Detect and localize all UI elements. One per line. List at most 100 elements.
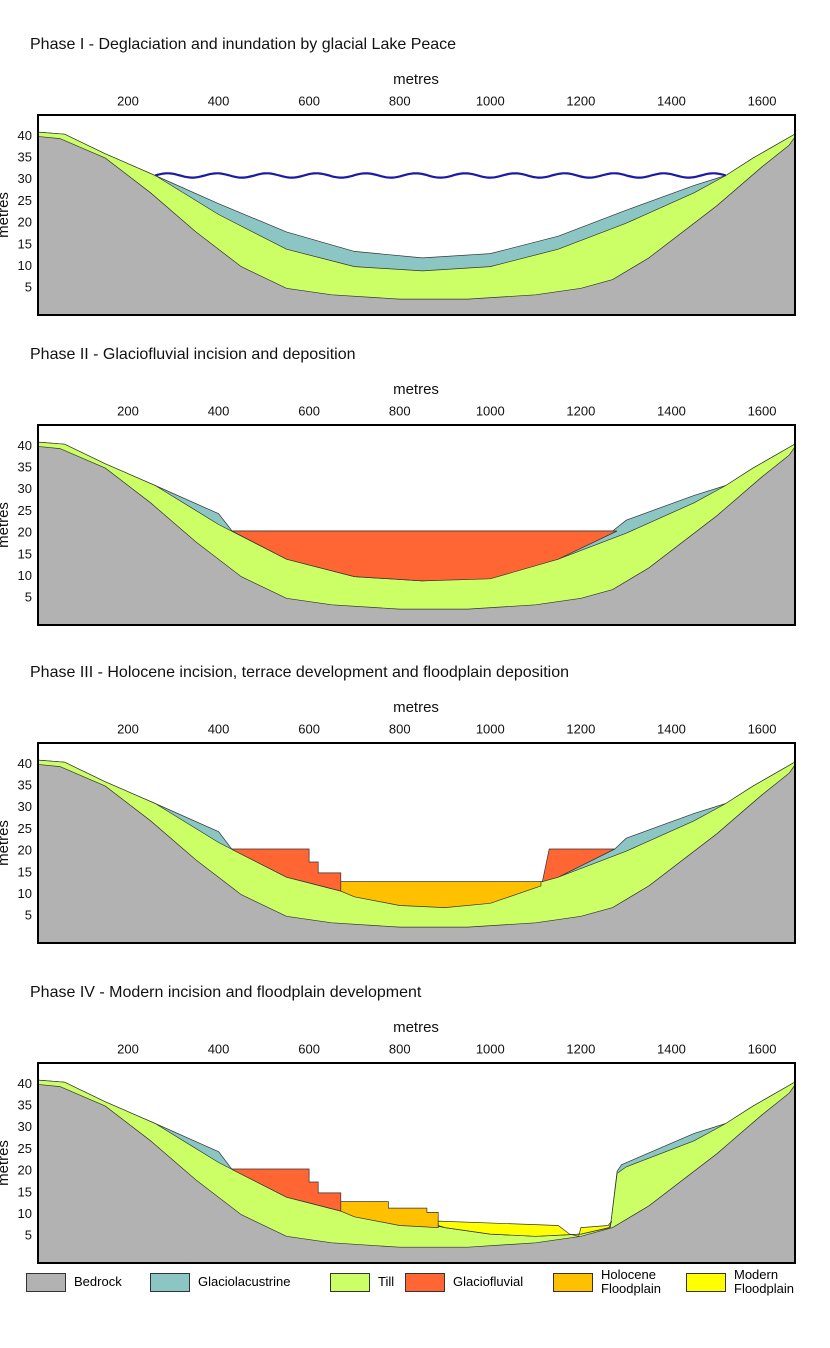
x-tick-label: 1000 xyxy=(476,1041,505,1056)
legend-swatch xyxy=(150,1273,190,1292)
section xyxy=(33,1080,798,1273)
x-axis-label: metres xyxy=(393,699,439,716)
x-tick-label: 1400 xyxy=(657,93,686,108)
x-tick-label: 1200 xyxy=(566,403,595,418)
panel-title: Phase II - Glaciofluvial incision and de… xyxy=(30,346,356,363)
x-tick-label: 1600 xyxy=(748,721,777,736)
x-tick-label: 200 xyxy=(117,721,139,736)
x-tick-label: 600 xyxy=(298,93,320,108)
y-tick-label: 40 xyxy=(18,1076,32,1091)
x-tick-label: 600 xyxy=(298,721,320,736)
legend-item: Modern Floodplain xyxy=(686,1265,812,1299)
y-tick-label: 15 xyxy=(18,546,32,561)
x-tick-label: 600 xyxy=(298,403,320,418)
y-axis-label: metres xyxy=(0,192,12,238)
y-tick-label: 25 xyxy=(18,1141,32,1156)
page: Phase I - Deglaciation and inundation by… xyxy=(0,0,830,1348)
x-tick-label: 1200 xyxy=(566,93,595,108)
x-tick-label: 1200 xyxy=(566,721,595,736)
legend-label: Glaciolacustrine xyxy=(198,1275,276,1289)
x-tick-label: 1400 xyxy=(657,1041,686,1056)
y-tick-label: 35 xyxy=(18,1098,32,1113)
legend-item: Glaciofluvial xyxy=(405,1265,523,1299)
x-axis-label: metres xyxy=(393,1019,439,1036)
y-tick-label: 5 xyxy=(25,1228,32,1243)
legend-swatch xyxy=(405,1273,445,1292)
y-tick-label: 20 xyxy=(18,215,32,230)
x-tick-label: 1600 xyxy=(748,403,777,418)
y-tick-label: 5 xyxy=(25,590,32,605)
y-tick-label: 10 xyxy=(18,568,32,583)
legend-item: Holocene Floodplain xyxy=(553,1265,679,1299)
x-tick-label: 1000 xyxy=(476,403,505,418)
y-tick-label: 15 xyxy=(18,236,32,251)
y-tick-label: 20 xyxy=(18,525,32,540)
x-tick-label: 200 xyxy=(117,1041,139,1056)
x-tick-label: 200 xyxy=(117,403,139,418)
x-tick-label: 400 xyxy=(208,1041,230,1056)
lake-surface xyxy=(155,173,726,177)
x-tick-label: 200 xyxy=(117,93,139,108)
x-tick-label: 800 xyxy=(389,403,411,418)
x-tick-label: 1600 xyxy=(748,1041,777,1056)
legend-label: Till xyxy=(378,1275,394,1289)
y-tick-label: 5 xyxy=(25,280,32,295)
legend-swatch xyxy=(26,1273,66,1292)
y-tick-label: 30 xyxy=(18,481,32,496)
y-tick-label: 20 xyxy=(18,1163,32,1178)
panel-title: Phase I - Deglaciation and inundation by… xyxy=(30,36,456,53)
y-tick-label: 25 xyxy=(18,503,32,518)
x-tick-label: 1400 xyxy=(657,403,686,418)
x-tick-label: 800 xyxy=(389,93,411,108)
x-tick-label: 600 xyxy=(298,1041,320,1056)
y-tick-label: 35 xyxy=(18,150,32,165)
panel-title: Phase III - Holocene incision, terrace d… xyxy=(30,664,569,681)
legend-label: Glaciofluvial xyxy=(453,1275,523,1289)
x-axis-label: metres xyxy=(393,381,439,398)
y-tick-label: 30 xyxy=(18,171,32,186)
legend-swatch xyxy=(330,1273,370,1292)
y-axis-label: metres xyxy=(0,502,12,548)
y-tick-label: 15 xyxy=(18,864,32,879)
y-tick-label: 30 xyxy=(18,799,32,814)
x-tick-label: 400 xyxy=(208,403,230,418)
y-tick-label: 5 xyxy=(25,908,32,923)
diagram: Phase I - Deglaciation and inundation by… xyxy=(0,0,830,1348)
y-tick-label: 10 xyxy=(18,886,32,901)
x-tick-label: 1000 xyxy=(476,93,505,108)
x-tick-label: 400 xyxy=(208,721,230,736)
x-tick-label: 800 xyxy=(389,721,411,736)
y-tick-label: 25 xyxy=(18,821,32,836)
y-tick-label: 35 xyxy=(18,460,32,475)
legend-label: Modern Floodplain xyxy=(734,1268,812,1296)
panel-title: Phase IV - Modern incision and floodplai… xyxy=(30,984,422,1001)
x-tick-label: 1200 xyxy=(566,1041,595,1056)
legend-swatch xyxy=(553,1273,593,1292)
y-axis-label: metres xyxy=(0,820,12,866)
x-tick-label: 400 xyxy=(208,93,230,108)
y-axis-label: metres xyxy=(0,1140,12,1186)
y-tick-label: 25 xyxy=(18,193,32,208)
y-tick-label: 30 xyxy=(18,1119,32,1134)
legend-item: Till xyxy=(330,1265,394,1299)
y-tick-label: 10 xyxy=(18,258,32,273)
y-tick-label: 40 xyxy=(18,128,32,143)
x-axis-label: metres xyxy=(393,71,439,88)
legend-swatch xyxy=(686,1273,726,1292)
y-tick-label: 20 xyxy=(18,843,32,858)
x-tick-label: 800 xyxy=(389,1041,411,1056)
section xyxy=(33,442,798,635)
legend-label: Holocene Floodplain xyxy=(601,1268,679,1296)
x-tick-label: 1000 xyxy=(476,721,505,736)
y-tick-label: 10 xyxy=(18,1206,32,1221)
legend-item: Glaciolacustrine xyxy=(150,1265,276,1299)
x-tick-label: 1400 xyxy=(657,721,686,736)
section xyxy=(33,132,798,325)
legend-label: Bedrock xyxy=(74,1275,122,1289)
x-tick-label: 1600 xyxy=(748,93,777,108)
y-tick-label: 35 xyxy=(18,778,32,793)
y-tick-label: 40 xyxy=(18,438,32,453)
y-tick-label: 15 xyxy=(18,1184,32,1199)
section xyxy=(33,760,798,953)
legend-item: Bedrock xyxy=(26,1265,122,1299)
